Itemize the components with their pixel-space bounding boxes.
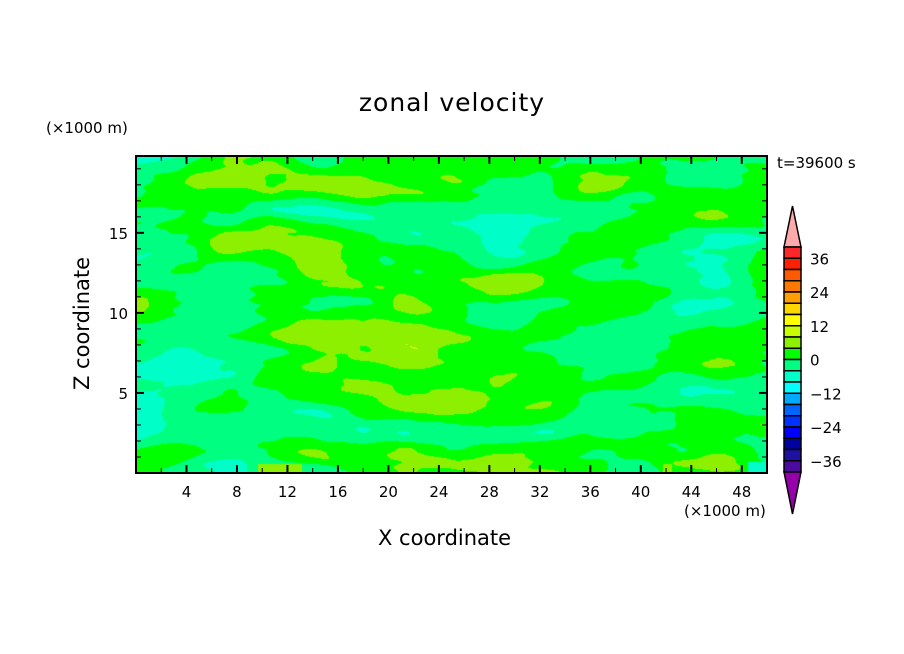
- colorbar-box: [783, 437, 802, 451]
- x-tick-label: 48: [732, 483, 751, 501]
- time-annotation: t=39600 s: [777, 154, 856, 172]
- colorbar-label: −36: [810, 453, 842, 471]
- plot-frame: [135, 155, 768, 474]
- x-unit-label: (×1000 m): [684, 502, 766, 520]
- colorbar-arrow-top: [783, 205, 802, 248]
- colorbar-box: [783, 392, 802, 406]
- colorbar-label: 12: [810, 318, 829, 336]
- colorbar-box: [783, 313, 802, 327]
- x-tick-label: 20: [379, 483, 398, 501]
- x-tick-label: 12: [278, 483, 297, 501]
- colorbar-box: [783, 370, 802, 383]
- x-tick-label: 40: [631, 483, 650, 501]
- x-tick-label: 8: [232, 483, 242, 501]
- colorbar-box: [783, 280, 802, 293]
- y-tick-label: 10: [109, 305, 128, 323]
- chart-title: zonal velocity: [358, 88, 546, 117]
- y-tick-label: 5: [118, 385, 128, 403]
- colorbar-arrow-bottom: [783, 471, 802, 515]
- colorbar-box: [783, 460, 802, 473]
- x-tick-label: 28: [480, 483, 499, 501]
- colorbar-box: [783, 291, 802, 304]
- colorbar-label: 24: [810, 284, 829, 302]
- colorbar-box: [783, 448, 802, 462]
- colorbar-box: [783, 268, 802, 282]
- colorbar-box: [783, 325, 802, 338]
- y-unit-label: (×1000 m): [46, 119, 128, 137]
- colorbar-box: [783, 426, 802, 439]
- x-axis-label: X coordinate: [378, 526, 512, 550]
- x-tick-label: 24: [429, 483, 448, 501]
- colorbar-box: [783, 415, 802, 428]
- contour-field: [137, 157, 767, 473]
- colorbar-box: [783, 302, 802, 316]
- colorbar-box: [783, 257, 802, 271]
- colorbar-label: 36: [810, 250, 829, 268]
- colorbar-box: [783, 347, 802, 361]
- colorbar-box: [783, 358, 802, 372]
- x-tick-label: 44: [682, 483, 701, 501]
- colorbar-box: [783, 403, 802, 417]
- x-tick-label: 36: [581, 483, 600, 501]
- colorbar-label: −24: [810, 419, 842, 437]
- colorbar-label: 0: [810, 352, 820, 370]
- colorbar-box: [783, 336, 802, 349]
- colorbar-box: [783, 381, 802, 394]
- x-tick-label: 4: [182, 483, 192, 501]
- colorbar-label: −12: [810, 385, 842, 403]
- y-tick-label: 15: [109, 225, 128, 243]
- colorbar-box: [783, 246, 802, 259]
- x-tick-label: 16: [328, 483, 347, 501]
- x-tick-label: 32: [530, 483, 549, 501]
